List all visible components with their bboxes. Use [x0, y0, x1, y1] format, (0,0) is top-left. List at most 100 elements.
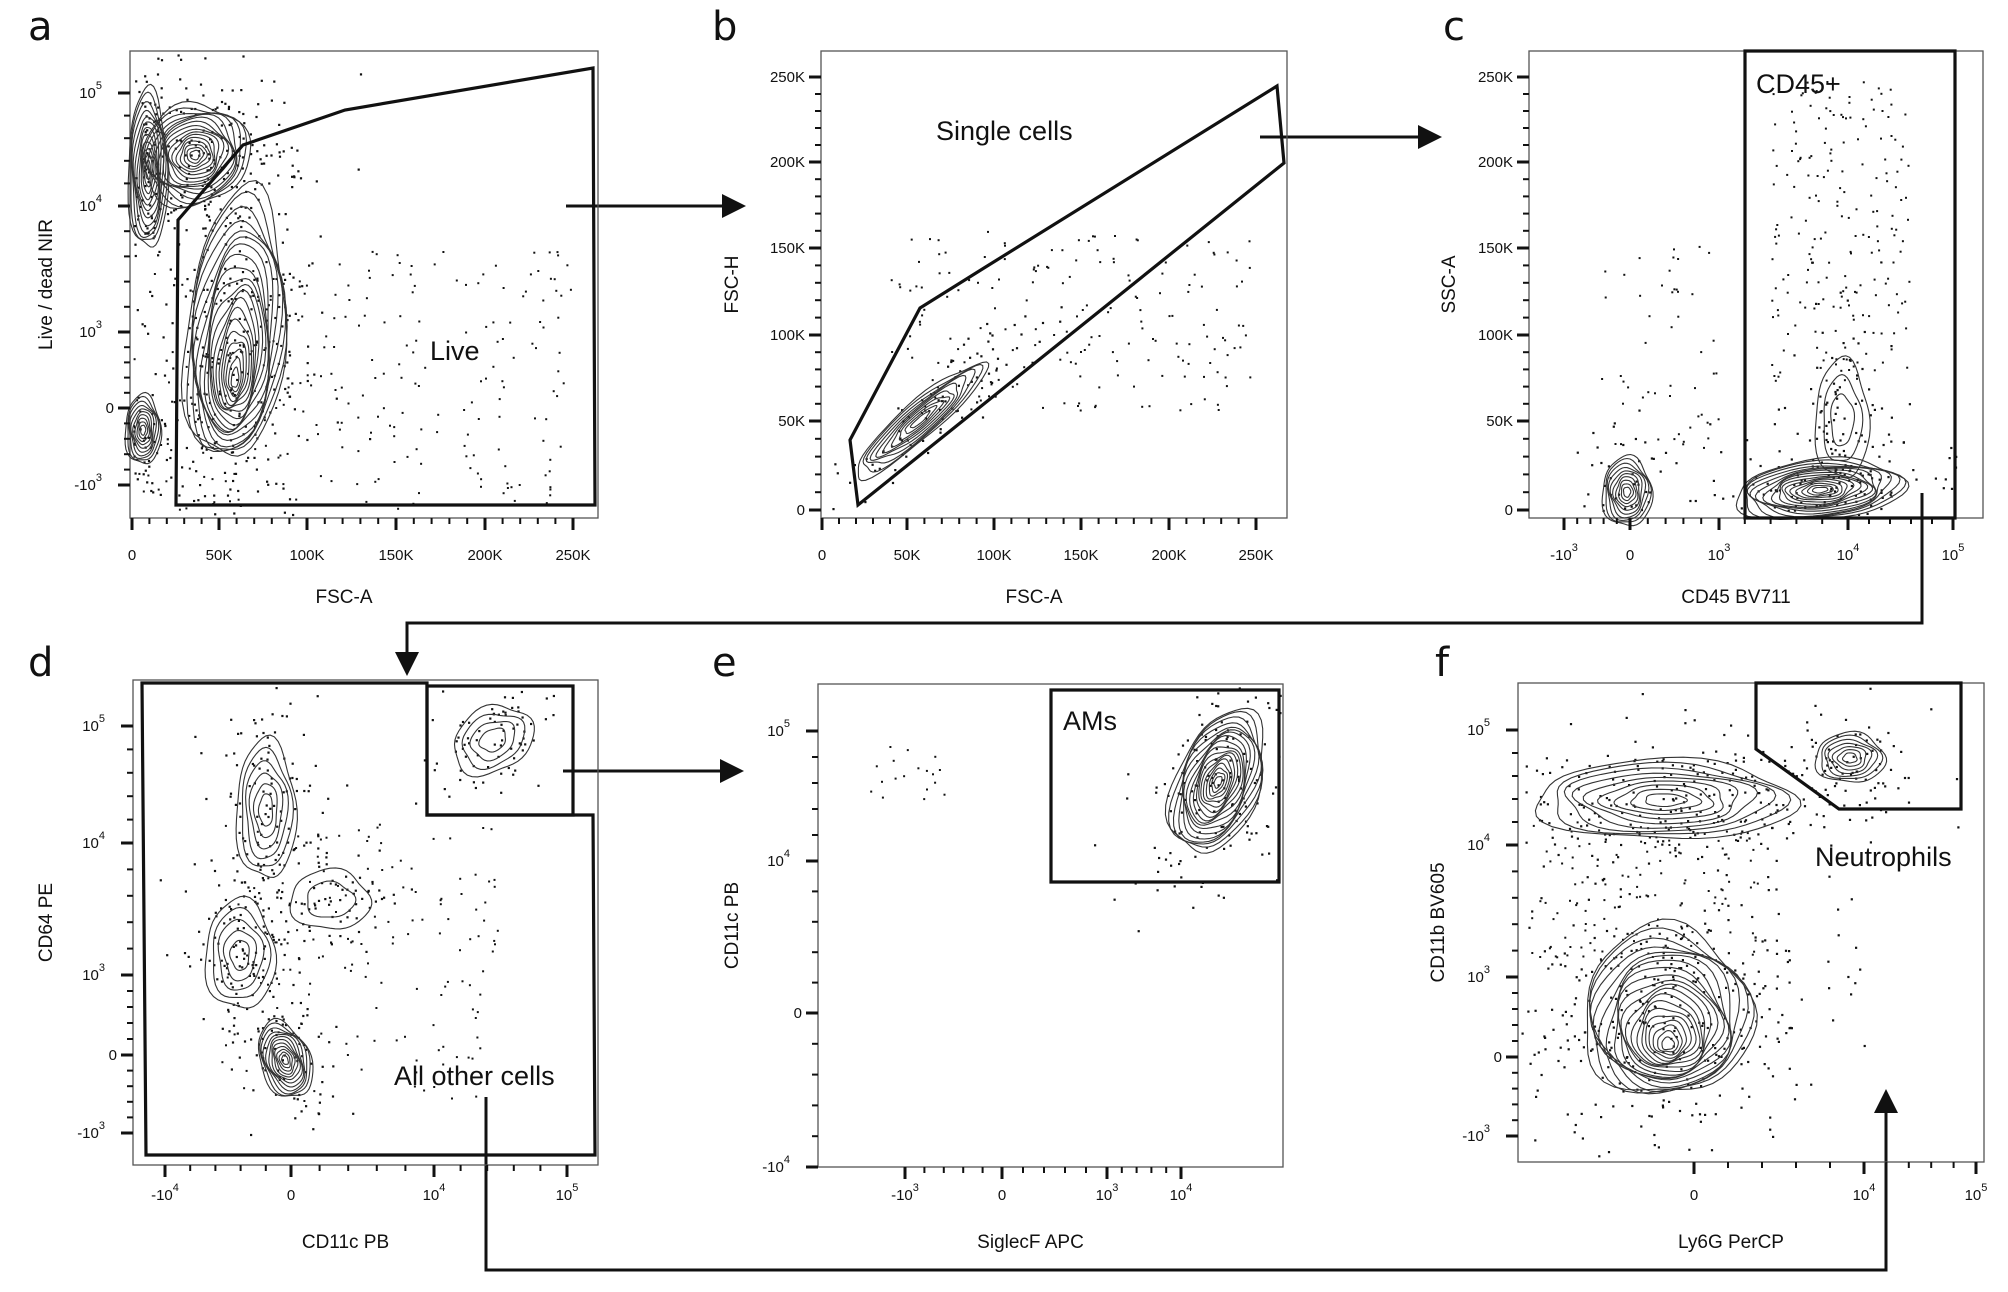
event-dot: [424, 366, 427, 369]
event-dot: [251, 291, 254, 294]
event-dot: [1209, 362, 1212, 364]
event-dot: [1675, 288, 1678, 291]
event-dot: [1267, 702, 1270, 705]
event-dot: [358, 876, 362, 879]
event-dot: [265, 804, 268, 807]
event-dot: [298, 971, 301, 974]
event-dot: [1777, 314, 1780, 317]
event-dot: [1673, 970, 1676, 973]
event-dot: [414, 891, 417, 893]
tick-exponent: 3: [99, 1120, 105, 1132]
event-dot: [1635, 866, 1638, 869]
gate-polygon[interactable]: [1743, 49, 1957, 520]
event-dot: [1934, 477, 1937, 480]
event-dot: [1672, 1017, 1675, 1020]
gate-polygon[interactable]: [1049, 688, 1281, 884]
event-dot: [1659, 859, 1662, 862]
event-dot: [480, 478, 483, 481]
event-dot: [325, 863, 328, 866]
event-dot: [138, 90, 141, 94]
event-dot: [1268, 852, 1271, 855]
event-dot: [295, 847, 298, 849]
gate-polygon[interactable]: [848, 83, 1286, 509]
event-dot: [1226, 251, 1229, 254]
event-dot: [301, 1055, 304, 1058]
event-dot: [256, 902, 259, 905]
event-dot: [265, 855, 268, 858]
event-dot: [917, 767, 920, 770]
event-dot: [1244, 805, 1247, 808]
event-dot: [391, 274, 394, 277]
event-dot: [291, 186, 294, 189]
event-dot: [459, 949, 461, 952]
event-dot: [374, 926, 377, 929]
event-dot: [371, 882, 374, 885]
event-dot: [1066, 351, 1069, 354]
event-dot: [252, 270, 255, 273]
gate-polygon[interactable]: [140, 681, 597, 1157]
event-dot: [1818, 426, 1821, 429]
event-dot: [503, 696, 507, 699]
event-dot: [1837, 908, 1840, 911]
event-dot: [1814, 91, 1817, 94]
event-dot: [147, 232, 150, 235]
gate-polygon[interactable]: [1754, 681, 1963, 811]
gate-polygon[interactable]: [174, 66, 597, 507]
event-dot: [233, 1033, 236, 1036]
event-dot: [327, 797, 330, 800]
event-dot: [1813, 307, 1816, 310]
event-dot: [459, 724, 462, 727]
event-dot: [1083, 349, 1086, 351]
event-dot: [291, 175, 294, 178]
event-dot: [215, 302, 218, 305]
event-dot: [144, 75, 147, 78]
event-dot: [167, 145, 170, 148]
event-dot: [520, 690, 523, 694]
event-dot: [271, 869, 274, 872]
event-dot: [228, 123, 231, 127]
event-dot: [1694, 499, 1697, 503]
event-dot: [321, 311, 324, 314]
event-dot: [1593, 924, 1596, 927]
event-dot: [1779, 371, 1782, 374]
event-dot: [1618, 1082, 1621, 1085]
event-dot: [193, 499, 196, 503]
event-dot: [1570, 835, 1574, 838]
event-dot: [135, 195, 138, 199]
event-dot: [1808, 196, 1811, 199]
event-dot: [1601, 1076, 1604, 1079]
event-dot: [255, 115, 258, 119]
event-dot: [1060, 306, 1063, 309]
event-dot: [257, 198, 260, 201]
event-dot: [210, 279, 213, 282]
event-dot: [233, 916, 236, 919]
event-dot: [1004, 328, 1007, 331]
contour-line: [1652, 1024, 1683, 1056]
event-dot: [314, 907, 317, 910]
event-dot: [1887, 277, 1890, 280]
event-dot: [244, 906, 247, 909]
event-dot: [522, 295, 525, 298]
event-dot: [289, 702, 292, 705]
contour-line: [1735, 456, 1910, 520]
event-dot: [1140, 320, 1143, 323]
event-dot: [193, 268, 196, 271]
event-dot: [1803, 759, 1806, 762]
event-dot: [1229, 844, 1232, 847]
event-dot: [1575, 976, 1578, 979]
event-dot: [1742, 760, 1745, 763]
contour-line: [210, 289, 260, 420]
event-dot: [1721, 818, 1724, 822]
event-dot: [1714, 896, 1717, 899]
event-dot: [1703, 974, 1706, 977]
event-dot: [1617, 856, 1620, 859]
event-dot: [241, 156, 244, 159]
event-dot: [924, 405, 927, 408]
tick-exponent: 5: [1958, 542, 1964, 554]
event-dot: [491, 708, 494, 711]
event-dot: [1878, 455, 1881, 458]
event-dot: [555, 289, 558, 292]
event-dot: [1127, 274, 1130, 277]
